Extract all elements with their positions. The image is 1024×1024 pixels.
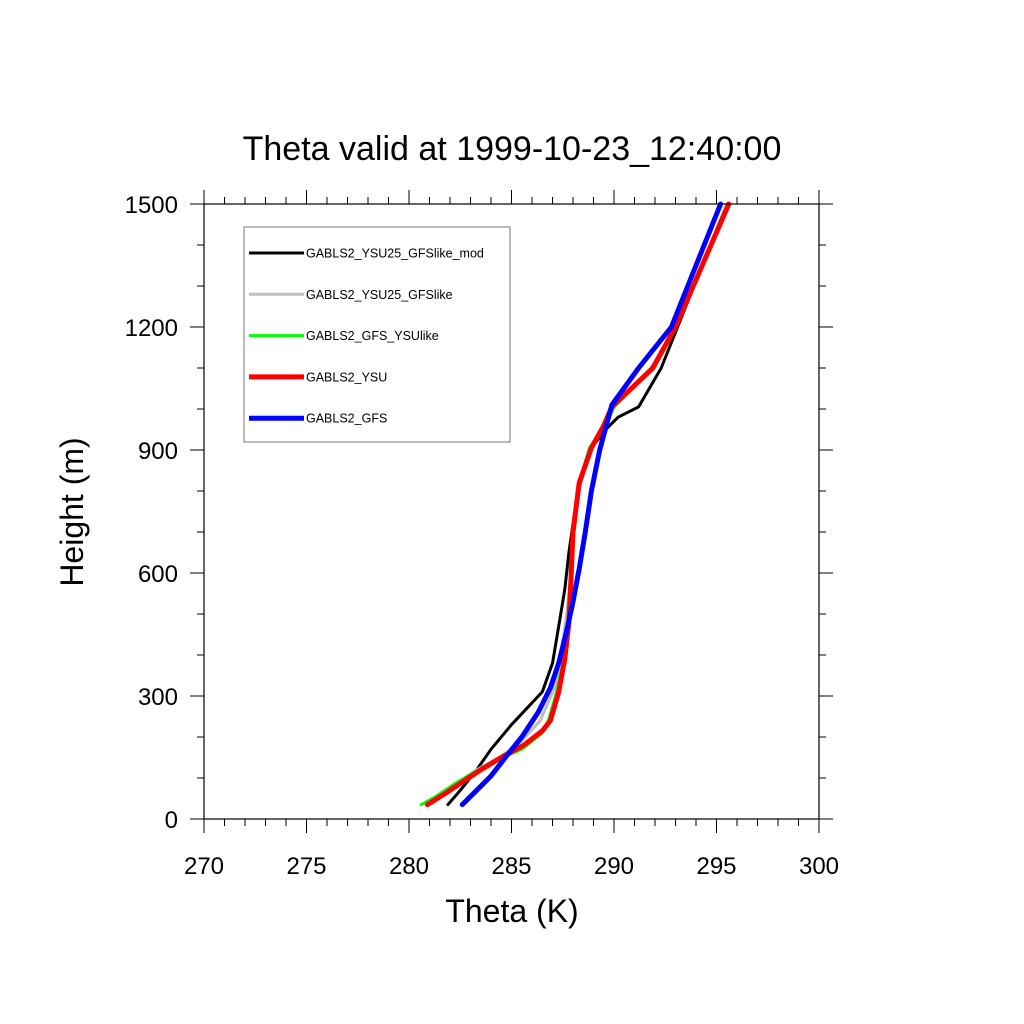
legend-entry-label: GABLS2_YSU xyxy=(306,370,387,384)
axis-ticks: 270 275 280 285 290 295 300 0 300 600 900 1200 1500 xyxy=(125,190,839,880)
y-tick-label: 1200 xyxy=(125,315,178,342)
legend-entry-label: GABLS2_GFS xyxy=(306,412,387,426)
legend-entry-label: GABLS2_GFS_YSUlike xyxy=(306,329,439,343)
x-tick-label: 290 xyxy=(594,853,634,880)
x-tick-label: 285 xyxy=(491,853,531,880)
x-tick-label: 270 xyxy=(184,853,224,880)
chart-title: Theta valid at 1999-10-23_12:40:00 xyxy=(243,130,782,168)
x-tick-label: 280 xyxy=(389,853,429,880)
legend-entry-label: GABLS2_YSU25_GFSlike_mod xyxy=(306,247,484,261)
x-tick-label: 295 xyxy=(696,853,736,880)
y-tick-label: 1500 xyxy=(125,192,178,219)
plot-frame xyxy=(203,203,820,820)
y-tick-label: 0 xyxy=(165,807,178,834)
legend-entry-label: GABLS2_YSU25_GFSlike xyxy=(306,288,453,302)
y-tick-label: 900 xyxy=(138,438,178,465)
series-line-gabls2-gfs xyxy=(459,201,724,808)
x-tick-label: 275 xyxy=(286,853,326,880)
series-lines xyxy=(419,201,732,808)
y-tick-label: 300 xyxy=(138,684,178,711)
y-axis-label: Height (m) xyxy=(54,437,90,586)
x-tick-label: 300 xyxy=(799,853,839,880)
legend: GABLS2_YSU25_GFSlike_mod GABLS2_YSU25_GFS… xyxy=(243,226,511,443)
x-axis-label: Theta (K) xyxy=(445,893,578,929)
y-tick-label: 600 xyxy=(138,561,178,588)
